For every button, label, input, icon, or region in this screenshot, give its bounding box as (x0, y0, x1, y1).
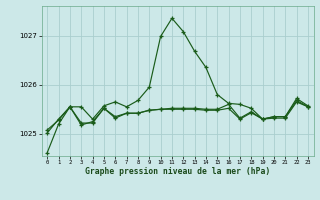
X-axis label: Graphe pression niveau de la mer (hPa): Graphe pression niveau de la mer (hPa) (85, 167, 270, 176)
